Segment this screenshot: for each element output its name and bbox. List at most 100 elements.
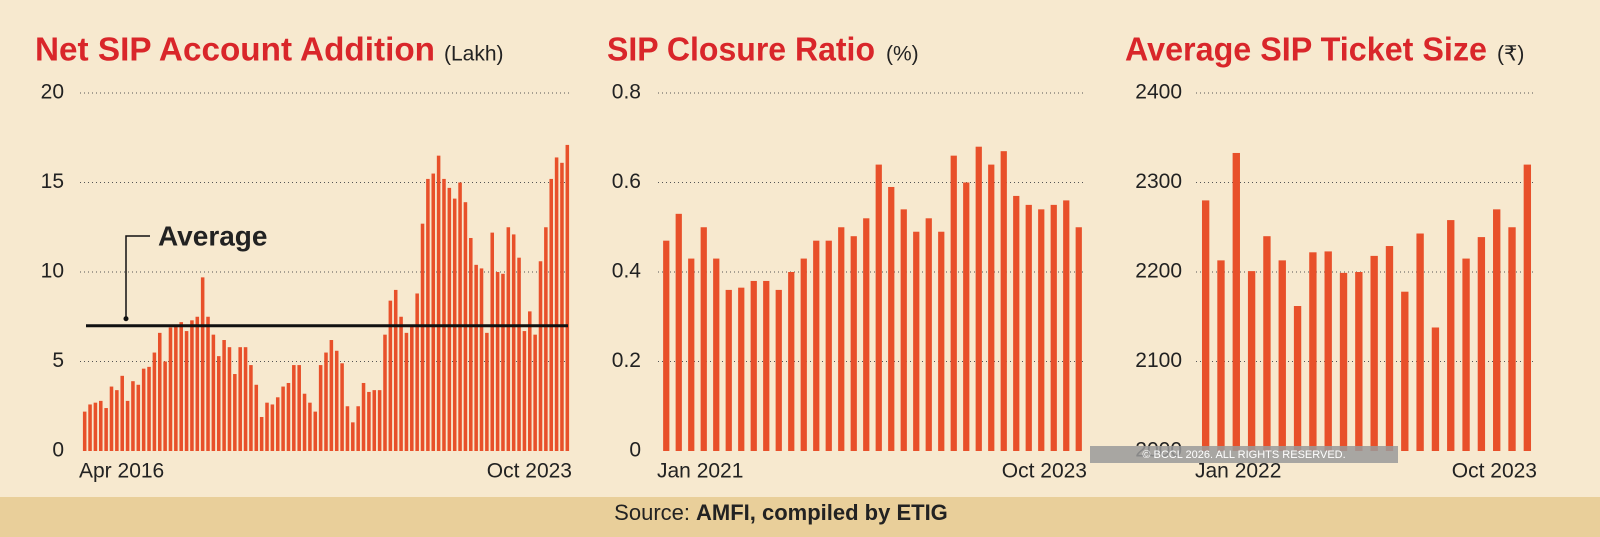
y-tick-label: 2100 (1135, 349, 1182, 372)
y-tick-label: 10 (41, 260, 64, 283)
bar (490, 232, 495, 451)
unit: (Lakh) (444, 43, 504, 66)
bar (345, 406, 350, 451)
bar (82, 411, 87, 451)
bar (1050, 204, 1057, 451)
bar (1416, 233, 1424, 451)
bar (356, 406, 360, 451)
bar (340, 363, 344, 451)
bar (888, 186, 895, 451)
bar (469, 237, 473, 451)
bar (329, 340, 334, 451)
bar (275, 397, 280, 451)
bar (554, 157, 559, 451)
bar (1247, 271, 1256, 451)
bar (292, 365, 296, 451)
bar (227, 347, 232, 451)
bar (115, 390, 119, 451)
bar (179, 322, 183, 451)
bar (1217, 260, 1225, 451)
bar (308, 402, 312, 451)
bar (190, 320, 194, 451)
bar (313, 411, 318, 451)
bar (1309, 252, 1317, 451)
bar (104, 408, 108, 451)
bar (675, 213, 682, 451)
bar (800, 258, 807, 451)
bar (1355, 272, 1363, 451)
x-tick-label: Jan 2021 (657, 460, 743, 483)
bar (393, 289, 398, 451)
bar (420, 223, 425, 451)
bar (1493, 209, 1501, 451)
bar (243, 347, 248, 451)
bar (259, 416, 264, 451)
y-tick-label: 0.6 (612, 170, 641, 193)
bar (511, 234, 516, 451)
bar (351, 422, 355, 451)
bar (788, 272, 795, 451)
bar (334, 350, 339, 451)
bar (713, 258, 720, 451)
bar (1477, 237, 1486, 451)
bar (688, 258, 695, 451)
bar (265, 402, 269, 451)
bar (863, 218, 870, 451)
bar (1013, 195, 1020, 451)
bar (318, 365, 323, 451)
bar (813, 240, 820, 451)
bar (775, 289, 782, 451)
annotation-dot (123, 316, 129, 322)
bar (963, 182, 970, 451)
bar (663, 240, 670, 451)
bar (565, 144, 570, 451)
x-tick-label: Apr 2016 (79, 460, 164, 483)
source-bar (0, 497, 1600, 537)
bar (1075, 227, 1082, 451)
y-tick-label: 2200 (1135, 260, 1182, 283)
bar (913, 231, 920, 451)
bar (377, 390, 382, 451)
bar (442, 178, 446, 452)
bar (485, 332, 489, 451)
bar (517, 257, 521, 451)
y-tick-label: 2400 (1135, 81, 1182, 104)
y-tick-label: 0.8 (612, 81, 641, 104)
bar (501, 273, 505, 451)
unit: (₹) (1497, 43, 1524, 66)
bar (458, 182, 462, 451)
panel: SIP Closure Ratio (%) 0 0.2 0.4 0.6 0.8 Jan 2… (607, 31, 1087, 483)
bar (157, 332, 162, 451)
bar (522, 331, 527, 451)
bar (533, 334, 537, 451)
y-tick-label: 2300 (1135, 170, 1182, 193)
bar (163, 361, 167, 451)
bar (838, 227, 845, 451)
y-tick-label: 0.2 (612, 349, 641, 372)
bar (538, 261, 543, 451)
y-tick-label: 5 (52, 349, 64, 372)
bar (900, 209, 907, 451)
bar (222, 340, 226, 451)
y-tick-label: 20 (41, 81, 64, 104)
bar (281, 386, 285, 451)
bar (1370, 255, 1378, 451)
bar (436, 155, 441, 451)
panel: Average SIP Ticket Size (₹) 200021002200… (1125, 31, 1537, 483)
bar (1401, 291, 1409, 451)
bar (297, 365, 301, 451)
bar (238, 347, 242, 451)
bar (1000, 151, 1007, 452)
bar (200, 277, 205, 451)
bar (168, 327, 173, 451)
source-text: AMFI, compiled by ETIG (696, 500, 948, 525)
y-tick-label: 0 (52, 439, 64, 462)
bar (1523, 164, 1532, 451)
bar (361, 382, 366, 451)
bar (1263, 236, 1271, 451)
bar (88, 404, 92, 451)
bar (1063, 200, 1070, 451)
annotation-bracket (125, 235, 150, 319)
bar (1038, 209, 1045, 451)
